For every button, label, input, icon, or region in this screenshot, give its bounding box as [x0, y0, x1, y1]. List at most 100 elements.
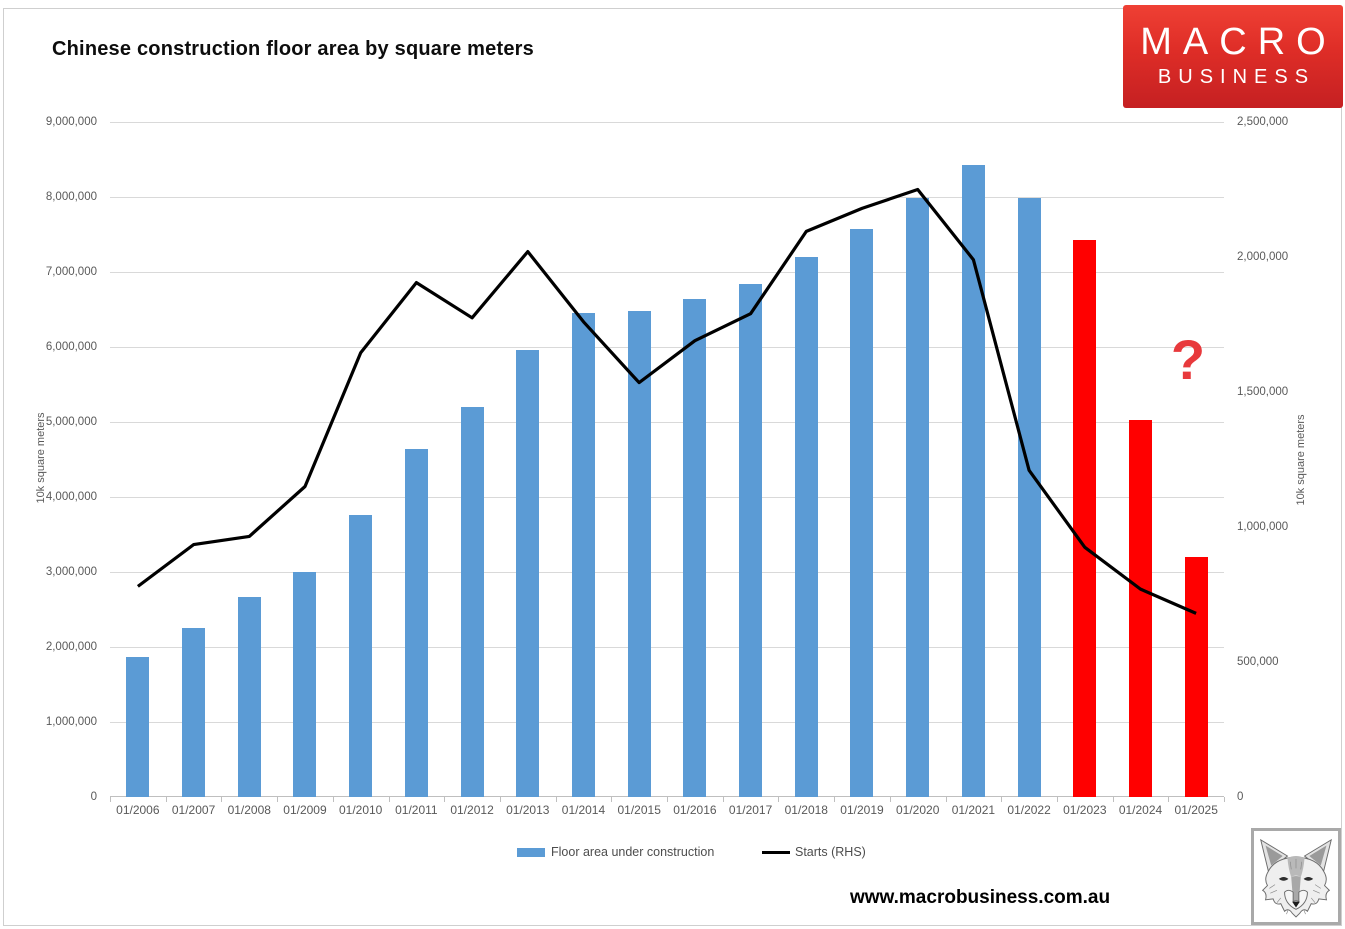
gridline [110, 197, 1224, 198]
left-axis-tick-label: 8,000,000 [45, 191, 97, 203]
right-axis-tick-label: 500,000 [1237, 656, 1279, 668]
x-axis-tick [946, 797, 947, 802]
bar-01-2025 [1185, 557, 1208, 797]
right-axis-tick-label: 2,500,000 [1237, 116, 1289, 128]
left-axis-tick-label: 6,000,000 [45, 341, 97, 353]
gridline [110, 647, 1224, 648]
gridline [110, 572, 1224, 573]
x-axis-label: 01/2007 [171, 803, 216, 817]
x-axis-tick [1057, 797, 1058, 802]
gridline [110, 722, 1224, 723]
legend-bar-swatch [517, 847, 545, 857]
bar-01-2007 [182, 628, 205, 797]
gridline [110, 347, 1224, 348]
x-axis-tick [1168, 797, 1169, 802]
question-mark-annotation: ? [1170, 328, 1206, 391]
x-axis-tick [444, 797, 445, 802]
legend-bar-label: Floor area under construction [551, 845, 715, 859]
macrobusiness-logo: MACRO BUSINESS [1123, 5, 1343, 108]
x-axis-label: 01/2024 [1118, 803, 1163, 817]
bar-01-2013 [516, 350, 539, 797]
left-axis-tick-label: 2,000,000 [45, 641, 97, 653]
left-axis-tick-label: 9,000,000 [45, 116, 97, 128]
x-axis-label: 01/2008 [227, 803, 271, 817]
x-axis-tick [500, 797, 501, 802]
x-axis-label: 01/2018 [784, 803, 828, 817]
x-axis-tick [723, 797, 724, 802]
right-axis-tick-label: 2,000,000 [1237, 251, 1289, 263]
right-axis-tick-label: 0 [1237, 791, 1244, 803]
left-axis-tick-label: 4,000,000 [45, 491, 97, 503]
x-axis-tick [890, 797, 891, 802]
bar-01-2018 [795, 257, 818, 797]
x-axis-tick [1001, 797, 1002, 802]
gridline [110, 796, 1224, 797]
fox-logo-box [1251, 828, 1341, 925]
x-axis-tick [110, 797, 111, 802]
plot-area [110, 122, 1224, 797]
x-axis-label: 01/2019 [840, 803, 884, 817]
x-axis-tick [556, 797, 557, 802]
x-axis-tick [778, 797, 779, 802]
x-axis-tick [221, 797, 222, 802]
x-axis-tick [1113, 797, 1114, 802]
bar-01-2010 [349, 515, 372, 797]
gridline [110, 272, 1224, 273]
gridline [110, 122, 1224, 123]
left-axis-tick-label: 0 [90, 791, 97, 803]
chart-title: Chinese construction floor area by squar… [52, 38, 534, 60]
x-axis-tick [611, 797, 612, 802]
bar-01-2022 [1018, 198, 1041, 797]
x-axis-tick [277, 797, 278, 802]
bar-01-2006 [126, 657, 149, 797]
x-axis-label: 01/2014 [561, 803, 606, 817]
bar-01-2023 [1073, 240, 1096, 797]
starts-line-series [136, 187, 1197, 615]
right-axis-tick-label: 1,500,000 [1237, 386, 1289, 398]
left-axis-tick-label: 1,000,000 [45, 716, 97, 728]
bar-01-2020 [906, 198, 929, 797]
bar-01-2016 [683, 299, 706, 797]
logo-text-macro: MACRO [1140, 21, 1337, 63]
x-axis-label: 01/2009 [283, 803, 327, 817]
x-axis-label: 01/2021 [951, 803, 996, 817]
x-axis-label: 01/2023 [1063, 803, 1107, 817]
x-axis-label: 01/2006 [116, 803, 160, 817]
legend-line-swatch [762, 850, 790, 854]
right-axis-title: 10k square meters [1295, 414, 1307, 506]
x-axis-label: 01/2020 [896, 803, 940, 817]
x-axis-label: 01/2013 [506, 803, 550, 817]
x-axis-tick [166, 797, 167, 802]
left-axis-tick-label: 7,000,000 [45, 266, 97, 278]
x-axis-label: 01/2025 [1174, 803, 1218, 817]
bar-01-2011 [405, 449, 428, 797]
right-axis-tick-label: 1,000,000 [1237, 521, 1289, 533]
logo-text-business: BUSINESS [1157, 66, 1316, 88]
x-axis-tick [1224, 797, 1225, 802]
left-axis-tick-label: 5,000,000 [45, 416, 97, 428]
bar-01-2024 [1129, 420, 1152, 797]
bar-01-2008 [238, 597, 261, 797]
website-url: www.macrobusiness.com.au [850, 887, 1111, 908]
bar-01-2014 [572, 313, 595, 797]
x-axis-label: 01/2022 [1007, 803, 1051, 817]
bar-01-2019 [850, 229, 873, 797]
gridline [110, 422, 1224, 423]
bar-01-2017 [739, 284, 762, 797]
bar-01-2015 [628, 311, 651, 797]
legend-entry-floor-area: Floor area under construction [517, 845, 714, 859]
left-axis-tick-label: 3,000,000 [45, 566, 97, 578]
x-axis-tick [667, 797, 668, 802]
x-axis-labels: 01/2006 01/2007 01/2008 01/2009 01/2010 01/20… [110, 803, 1224, 817]
gridline [110, 497, 1224, 498]
x-axis-label: 01/2015 [617, 803, 661, 817]
x-axis-label: 01/2012 [450, 803, 494, 817]
legend-entry-starts: Starts (RHS) [762, 845, 866, 859]
x-axis-label: 01/2017 [728, 803, 773, 817]
x-axis-tick [389, 797, 390, 802]
starts-line [136, 187, 1197, 615]
x-axis-label: 01/2010 [338, 803, 383, 817]
x-axis-label: 01/2011 [395, 803, 438, 817]
x-axis-tick [834, 797, 835, 802]
bar-01-2012 [461, 407, 484, 797]
